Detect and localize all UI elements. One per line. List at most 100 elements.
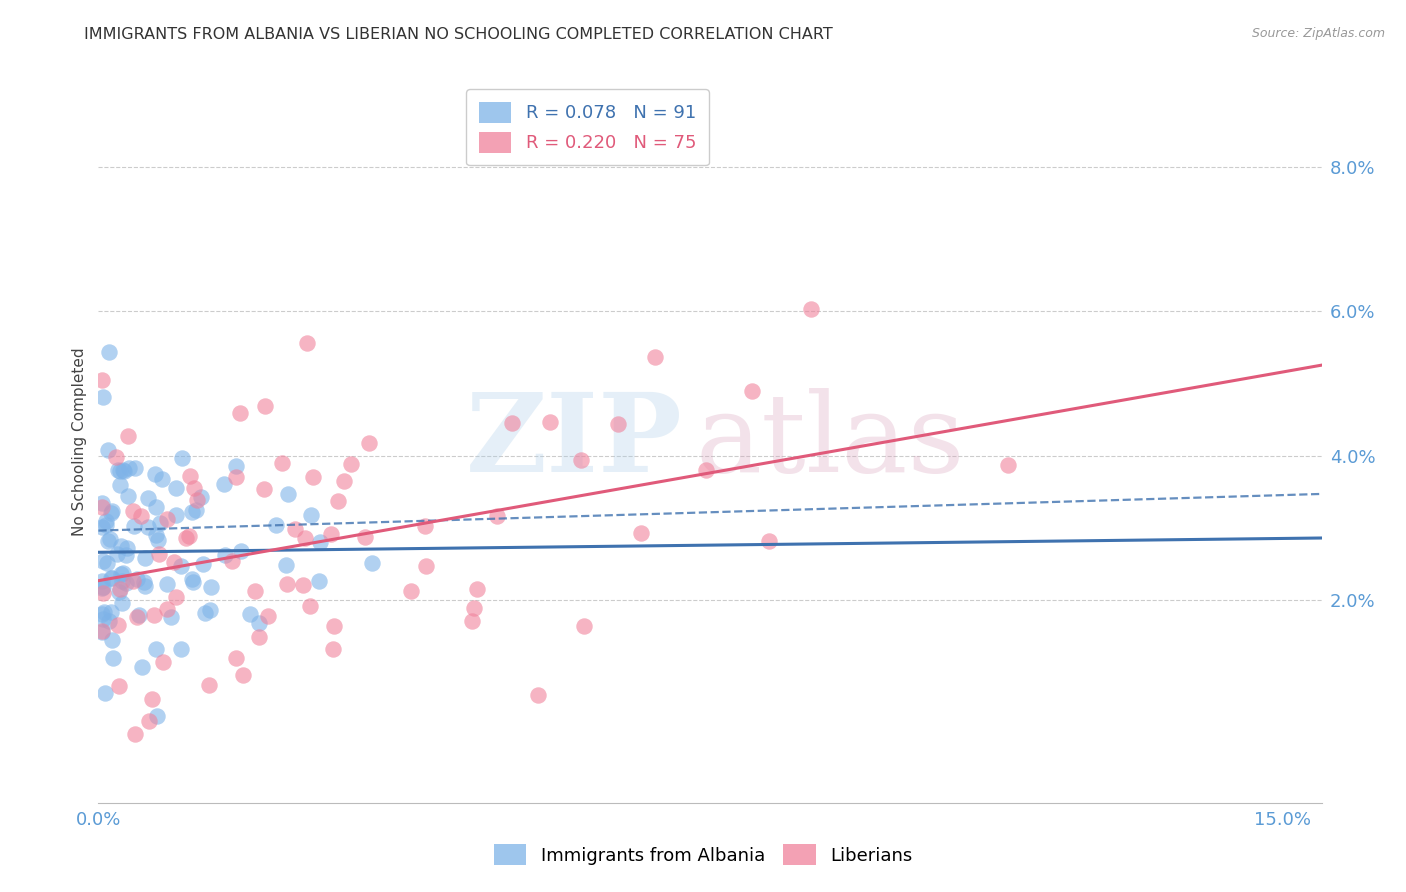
Point <box>91 607 114 621</box>
Point <box>91 581 114 595</box>
Text: Source: ZipAtlas.com: Source: ZipAtlas.com <box>1251 27 1385 40</box>
Point <box>124 460 146 475</box>
Point <box>98 532 121 546</box>
Point <box>110 539 132 553</box>
Point <box>156 577 179 591</box>
Point <box>186 492 208 507</box>
Point <box>183 481 205 495</box>
Point <box>299 508 322 522</box>
Point <box>526 688 548 702</box>
Point <box>145 500 167 515</box>
Point <box>118 461 141 475</box>
Text: ZIP: ZIP <box>467 388 683 495</box>
Point <box>124 727 146 741</box>
Legend: Immigrants from Albania, Liberians: Immigrants from Albania, Liberians <box>485 835 921 874</box>
Point <box>98 344 121 359</box>
Point <box>111 574 134 589</box>
Point <box>308 574 330 588</box>
Point <box>112 464 135 478</box>
Point <box>96 514 118 528</box>
Point <box>353 530 375 544</box>
Point <box>138 714 160 728</box>
Point <box>229 543 252 558</box>
Point <box>96 556 118 570</box>
Point <box>463 601 485 615</box>
Point <box>101 504 124 518</box>
Point <box>91 520 114 534</box>
Point <box>180 505 202 519</box>
Point <box>758 533 780 548</box>
Point <box>104 450 127 464</box>
Point <box>108 478 131 492</box>
Point <box>741 384 763 398</box>
Point <box>91 500 114 515</box>
Point <box>108 585 131 599</box>
Point <box>149 516 172 530</box>
Point <box>91 612 114 626</box>
Point <box>198 603 221 617</box>
Point <box>253 400 276 414</box>
Point <box>91 581 114 595</box>
Point <box>180 573 202 587</box>
Point <box>91 554 114 568</box>
Legend: R = 0.078   N = 91, R = 0.220   N = 75: R = 0.078 N = 91, R = 0.220 N = 75 <box>467 89 709 165</box>
Point <box>91 624 114 639</box>
Point <box>132 575 155 590</box>
Point <box>152 655 174 669</box>
Point <box>138 520 160 534</box>
Point <box>97 443 120 458</box>
Point <box>257 609 280 624</box>
Point <box>97 533 120 548</box>
Point <box>415 558 437 573</box>
Point <box>100 571 122 585</box>
Point <box>145 528 167 542</box>
Point <box>156 602 179 616</box>
Point <box>111 596 134 610</box>
Point <box>156 512 179 526</box>
Point <box>333 474 356 488</box>
Point <box>319 527 342 541</box>
Point <box>141 691 163 706</box>
Point <box>190 490 212 504</box>
Point <box>125 610 148 624</box>
Point <box>94 686 117 700</box>
Point <box>239 607 262 621</box>
Point <box>284 522 307 536</box>
Point <box>96 518 118 533</box>
Point <box>160 610 183 624</box>
Point <box>225 458 247 473</box>
Point <box>501 416 523 430</box>
Point <box>212 476 235 491</box>
Point <box>125 572 148 586</box>
Point <box>117 429 139 443</box>
Text: IMMIGRANTS FROM ALBANIA VS LIBERIAN NO SCHOOLING COMPLETED CORRELATION CHART: IMMIGRANTS FROM ALBANIA VS LIBERIAN NO S… <box>84 27 834 42</box>
Point <box>295 336 318 351</box>
Point <box>103 651 125 665</box>
Point <box>197 678 219 692</box>
Point <box>128 608 150 623</box>
Point <box>107 618 129 632</box>
Point <box>630 526 652 541</box>
Point <box>170 558 193 573</box>
Point <box>340 458 363 472</box>
Point <box>214 549 236 563</box>
Point <box>136 491 159 505</box>
Point <box>308 535 330 549</box>
Point <box>695 463 717 477</box>
Point <box>247 616 270 631</box>
Point <box>146 533 169 548</box>
Point <box>165 508 187 523</box>
Point <box>115 548 138 562</box>
Point <box>361 556 384 570</box>
Point <box>100 606 122 620</box>
Point <box>165 481 187 495</box>
Point <box>170 641 193 656</box>
Point <box>247 630 270 644</box>
Point <box>184 503 207 517</box>
Point <box>176 531 198 545</box>
Point <box>181 574 204 589</box>
Y-axis label: No Schooling Completed: No Schooling Completed <box>72 347 87 536</box>
Point <box>298 599 321 613</box>
Point <box>200 580 222 594</box>
Point <box>538 415 561 429</box>
